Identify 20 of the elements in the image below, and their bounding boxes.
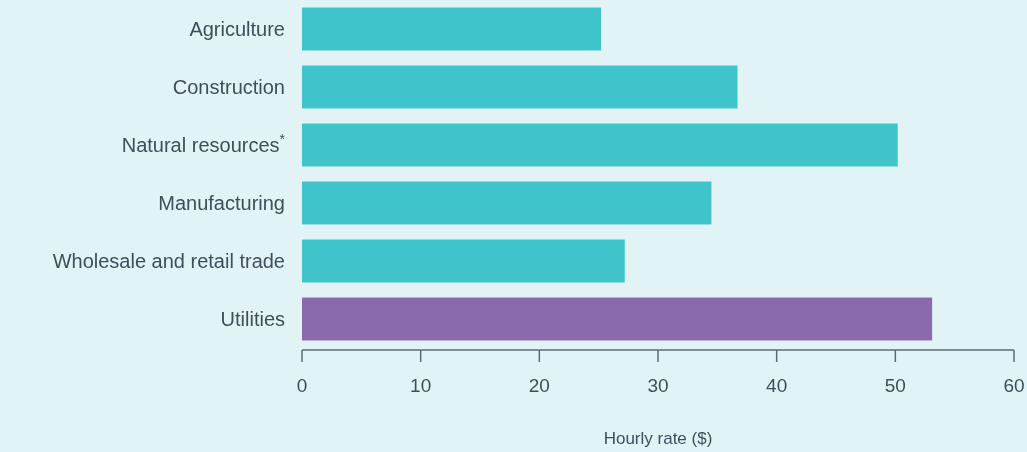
x-tick-label: 40 (766, 375, 788, 396)
x-tick-label: 60 (1003, 375, 1025, 396)
bar (302, 65, 738, 109)
y-tick-label: Utilities (220, 308, 285, 330)
x-tick-label: 30 (647, 375, 669, 396)
x-tick-label: 50 (884, 375, 906, 396)
y-tick-label: Natural resources$^{*}$ (121, 131, 286, 156)
bar (302, 297, 933, 341)
bar (302, 7, 602, 51)
x-axis-title: Hourly rate ($) (603, 429, 713, 448)
x-tick-label: 0 (296, 375, 308, 396)
x-tick-label: 20 (528, 375, 550, 396)
x-tick-label: 10 (410, 375, 432, 396)
bar (302, 181, 712, 225)
y-tick-label: Agriculture (189, 18, 285, 40)
y-tick-label: Construction (172, 76, 285, 98)
y-tick-label: Wholesale and retail trade (52, 250, 285, 272)
y-tick-label: Manufacturing (158, 192, 285, 214)
bar (302, 239, 625, 283)
bar (302, 123, 898, 167)
